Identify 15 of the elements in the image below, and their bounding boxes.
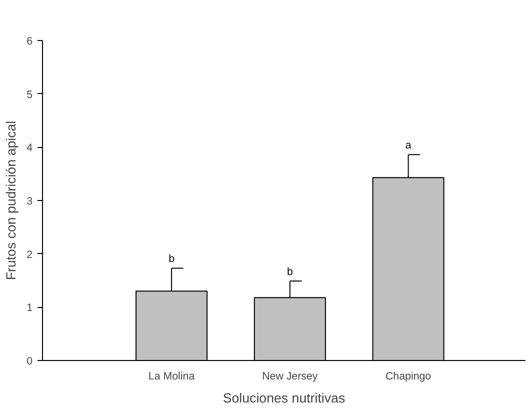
y-tick-label: 1 (26, 302, 33, 314)
x-tick-label: Chapingo (385, 370, 432, 382)
x-tick-label: New Jersey (262, 370, 318, 382)
x-axis-title: Soluciones nutritivas (222, 390, 346, 406)
y-tick-label: 3 (26, 196, 33, 208)
x-tick-label: La Molina (148, 370, 195, 382)
y-tick-label: 4 (26, 142, 33, 154)
annotation: a (405, 140, 412, 152)
y-tick-label: 6 (26, 36, 33, 48)
annotation: b (168, 253, 175, 266)
y-tick-label: 0 (26, 356, 33, 368)
y-tick-label: 2 (26, 248, 33, 261)
y-tick-label: 5 (26, 88, 33, 101)
annotation: b (286, 266, 293, 278)
y-axis-title: Frutos con pudrición apical (4, 120, 19, 280)
